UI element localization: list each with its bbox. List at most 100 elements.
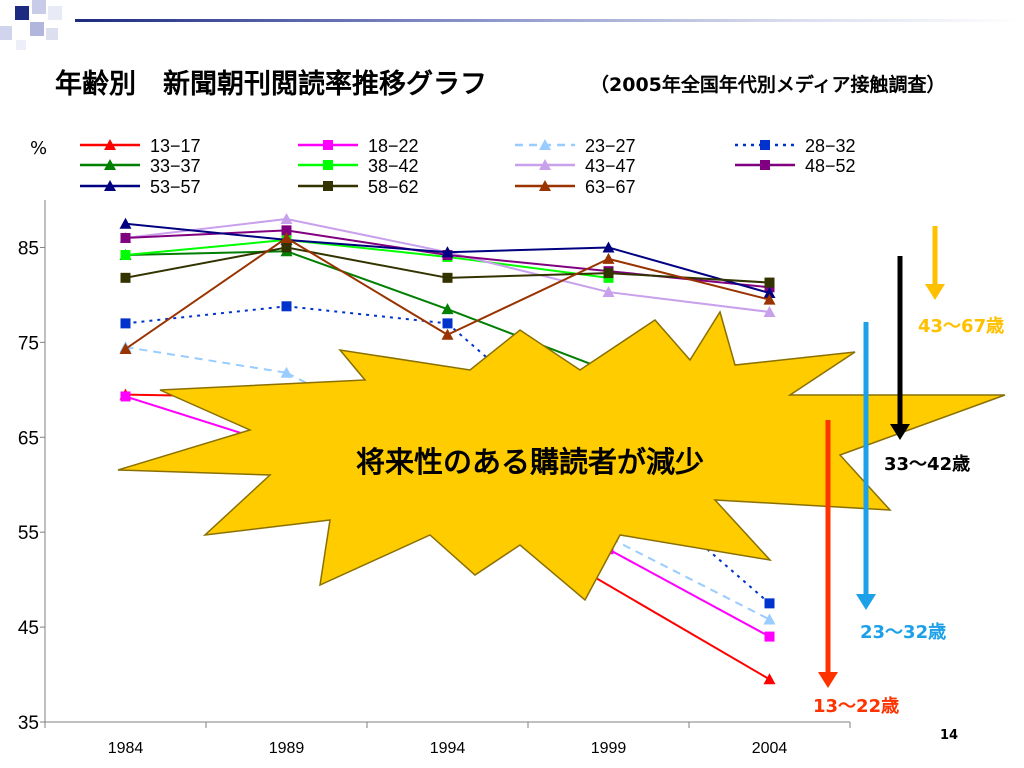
y-tick-label: 65 [18,428,39,449]
data-point [602,241,615,253]
legend-label: 58−62 [368,177,419,197]
y-axis-label: % [30,138,48,159]
legend-item: 33−37 [80,156,201,176]
data-point [281,301,292,312]
data-point [441,246,454,258]
callout-burst-shape [117,310,1006,602]
arrow-head [818,672,838,688]
series-line-segment [286,218,448,254]
series-line-segment [286,305,448,325]
series-line-segment [125,305,287,325]
data-point [764,631,775,642]
data-point [442,272,453,283]
series-line-segment [125,217,287,239]
legend-item: 18−22 [298,136,419,156]
data-point [763,293,776,305]
legend-label: 38−42 [368,156,419,176]
x-tick-label: 1994 [430,740,466,757]
y-tick-label: 45 [18,618,39,639]
legend-item: 28−32 [735,136,856,156]
legend-swatch-marker [104,180,116,191]
annotation-label: 43〜67歳 [918,316,1004,337]
x-tick-label: 1999 [591,740,627,757]
legend-swatch-marker [760,140,770,150]
legend-label: 63−67 [585,177,636,197]
legend-label: 43−47 [585,156,636,176]
y-tick-label: 55 [18,523,39,544]
data-point [763,305,776,317]
series-line-segment [447,246,609,254]
legend-item: 43−47 [515,156,636,176]
legend-swatch-marker [323,160,333,170]
data-point [120,391,131,402]
legend-item: 23−27 [515,136,636,156]
annotation-label: 33〜42歳 [884,454,970,475]
data-point [120,232,131,243]
legend-swatch-marker [539,159,551,170]
legend-swatch-marker [539,180,551,191]
data-point [281,225,292,236]
series-line-segment [608,246,770,294]
series-line-segment [447,251,609,294]
series-28−32 [120,301,775,609]
annotation-arrow: 13〜22歳 [813,420,899,717]
data-point [281,242,292,253]
x-tick-label: 1984 [108,740,144,757]
series-43−47 [119,212,776,317]
series-line-segment [125,246,287,279]
callout-text: 将来性のある購読者が減少 [356,445,704,479]
data-point [280,212,293,224]
y-tick-label: 35 [18,713,39,734]
annotation-arrow: 43〜67歳 [918,226,1004,337]
data-point [280,366,293,378]
data-point [120,250,131,261]
legend-swatch-marker [539,139,551,150]
data-point [442,318,453,329]
legend-item: 58−62 [298,177,419,197]
data-point [603,268,614,279]
series-line-segment [286,246,448,279]
x-tick-label: 2004 [752,740,788,757]
legend-item: 63−67 [515,177,636,197]
y-tick-label: 85 [18,238,39,259]
arrow-head [925,284,945,300]
series-line-segment [608,272,770,284]
legend-label: 53−57 [150,177,201,197]
corner-decoration [0,0,1024,50]
data-point [764,598,775,609]
series-line-segment [447,254,609,273]
legend-swatch-marker [104,139,116,150]
data-point [120,272,131,283]
legend: 13−17 18−22 23−27 28−32 33−37 38−42 43−47 48−52… [80,136,856,197]
callout-burst: 将来性のある購読者が減少 [117,310,1006,602]
y-tick-label: 75 [18,333,39,354]
arrow-head [890,424,910,440]
series-line-segment [125,238,287,257]
legend-item: 38−42 [298,156,419,176]
page-subtitle: （2005年全国年代別メディア接触調査） [590,74,946,96]
series-line-segment [286,238,448,254]
annotation-arrow: 23〜32歳 [856,322,946,643]
x-tick-label: 1989 [269,740,305,757]
legend-label: 18−22 [368,136,419,156]
series-53−57 [119,217,776,299]
data-point [441,303,454,315]
legend-item: 53−57 [80,177,201,197]
data-point [763,613,776,625]
legend-label: 48−52 [805,156,856,176]
series-line-segment [286,250,448,311]
series-line-segment [125,229,287,239]
data-point [602,286,615,298]
series-line-segment [125,346,287,374]
series-line-segment [447,272,609,279]
page-title: 年齢別 新聞朝刊閲読率推移グラフ [55,69,487,100]
data-point [764,277,775,288]
data-point [119,343,132,355]
series-line-segment [124,237,288,350]
series-63−67 [119,231,776,355]
data-point [441,328,454,340]
series-line-segment [608,548,770,638]
data-point [763,287,776,299]
